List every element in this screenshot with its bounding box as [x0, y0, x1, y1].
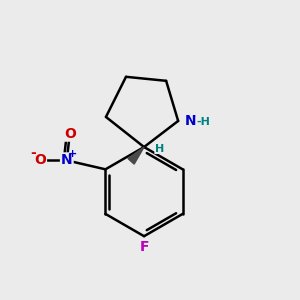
Text: N: N: [185, 114, 197, 128]
Text: F: F: [139, 241, 149, 254]
Text: H: H: [155, 143, 164, 154]
Text: +: +: [68, 149, 77, 159]
Text: -: -: [30, 146, 35, 160]
Text: O: O: [34, 153, 46, 167]
Text: O: O: [64, 127, 76, 141]
Text: N: N: [61, 153, 73, 167]
Text: -H: -H: [196, 117, 210, 127]
Polygon shape: [128, 147, 144, 164]
